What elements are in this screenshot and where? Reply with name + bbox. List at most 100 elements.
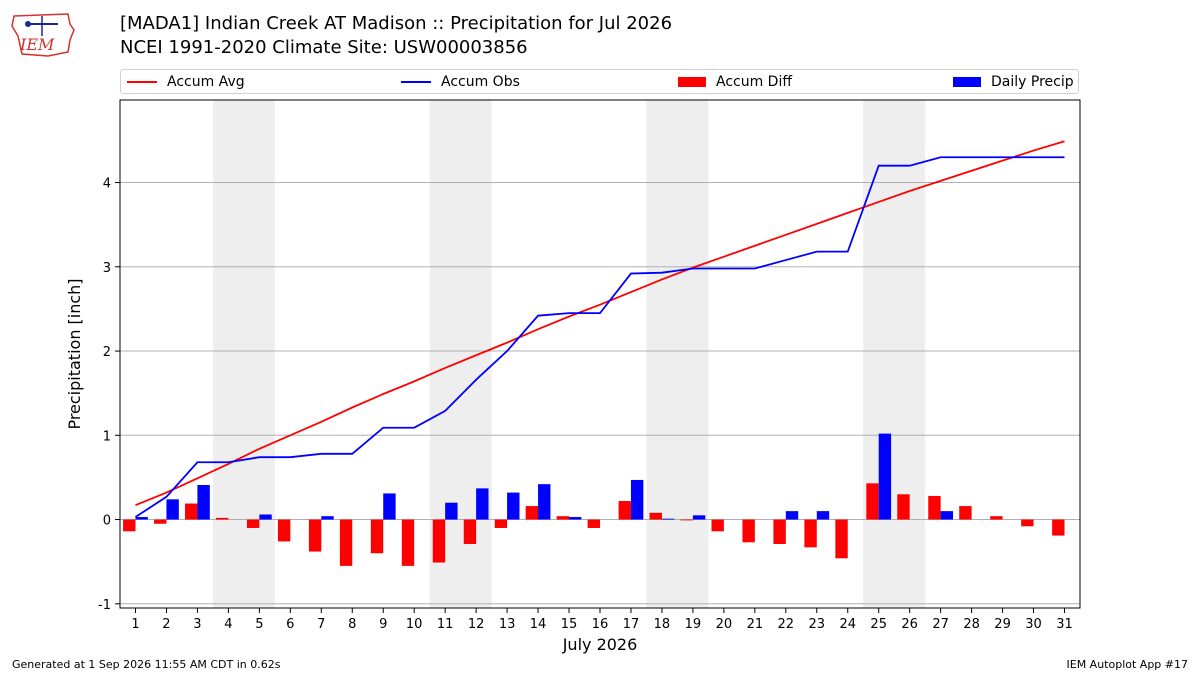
accum-avg-line — [135, 140, 1065, 507]
accum-diff-bar — [804, 519, 817, 548]
legend-swatch-daily-precip — [953, 77, 981, 87]
accum-obs-line — [134, 156, 1065, 518]
weekend-band — [212, 100, 275, 608]
accum-diff-bar — [216, 517, 229, 520]
accum-diff-bar — [897, 494, 910, 520]
weekend-band — [646, 100, 709, 608]
daily-precip-bar — [259, 514, 272, 520]
x-tick-label: 31 — [1056, 617, 1073, 632]
accum-diff-bar — [185, 503, 198, 520]
x-tick-label: 19 — [685, 617, 702, 632]
y-tick-label: 4 — [103, 177, 111, 192]
accum-diff-bar — [370, 519, 384, 554]
x-tick-label: 23 — [809, 617, 826, 632]
daily-precip-bar — [816, 511, 830, 520]
app-credit: IEM Autoplot App #17 — [1066, 658, 1189, 671]
weekend-band — [863, 100, 926, 608]
legend-item-accum-avg: Accum Avg — [127, 73, 245, 91]
legend-swatch-accum-avg — [127, 81, 157, 83]
accum-diff-bar — [742, 519, 755, 543]
y-tick-label: 3 — [103, 261, 111, 276]
x-tick-label: 14 — [530, 617, 547, 632]
accum-diff-bar — [928, 495, 941, 520]
legend-label: Accum Diff — [716, 74, 793, 90]
x-tick-label: 5 — [255, 617, 263, 632]
accum-diff-bar — [123, 519, 136, 532]
iem-logo: IEM — [11, 13, 75, 57]
x-tick-label: 9 — [379, 617, 387, 632]
accum-diff-bar — [835, 519, 848, 559]
x-tick-label: 27 — [932, 617, 949, 632]
accum-diff-bar — [463, 519, 477, 544]
legend-label: Accum Obs — [441, 74, 520, 90]
accum-diff-bar — [680, 519, 693, 521]
daily-precip-bar — [383, 493, 396, 520]
daily-precip-bar — [785, 511, 799, 520]
x-tick-label: 25 — [870, 617, 887, 632]
daily-precip-bar — [569, 517, 582, 520]
accum-diff-bar — [773, 519, 786, 544]
legend-label: Daily Precip — [991, 74, 1074, 90]
daily-precip-bar — [878, 433, 892, 520]
x-tick-label: 29 — [994, 617, 1011, 632]
x-tick-label: 21 — [747, 617, 764, 632]
x-tick-label: 6 — [286, 617, 294, 632]
daily-precip-bar — [476, 488, 489, 520]
chart-subtitle: NCEI 1991-2020 Climate Site: USW00003856 — [120, 37, 528, 58]
accum-diff-bar — [587, 519, 600, 528]
x-tick-label: 10 — [406, 617, 423, 632]
chart-title: [MADA1] Indian Creek AT Madison :: Preci… — [120, 13, 673, 34]
legend-item-accum-diff: Accum Diff — [678, 73, 792, 91]
daily-precip-bar — [630, 479, 644, 520]
legend-label: Accum Avg — [167, 74, 245, 90]
x-tick-label: 15 — [561, 617, 578, 632]
accum-diff-bar — [432, 519, 446, 563]
legend-item-daily-precip: Daily Precip — [953, 73, 1074, 91]
y-axis-label: Precipitation [inch] — [65, 278, 84, 429]
daily-precip-bar — [507, 492, 520, 520]
daily-precip-bar — [661, 518, 675, 520]
daily-precip-bar — [166, 499, 179, 520]
accum-diff-bar — [1021, 519, 1034, 527]
accum-diff-bar — [277, 519, 291, 542]
x-tick-label: 2 — [162, 617, 170, 632]
accum-diff-bar — [339, 519, 353, 566]
daily-precip-bar — [538, 484, 551, 520]
daily-precip-bar — [135, 517, 148, 520]
daily-precip-bar — [692, 515, 706, 520]
accum-diff-bar — [154, 519, 167, 524]
x-tick-label: 13 — [499, 617, 516, 632]
daily-precip-bar — [445, 502, 458, 520]
legend: Accum Avg Accum Obs Accum Diff Daily Pre… — [120, 69, 1079, 94]
accum-diff-bar — [959, 506, 972, 520]
x-tick-label: 4 — [224, 617, 232, 632]
x-tick-label: 28 — [963, 617, 980, 632]
x-tick-label: 11 — [437, 617, 454, 632]
x-tick-label: 17 — [623, 617, 640, 632]
accum-diff-bar — [525, 506, 539, 520]
y-tick-label: -1 — [98, 598, 111, 613]
x-tick-label: 3 — [193, 617, 201, 632]
y-tick-label: 1 — [103, 429, 111, 444]
accum-diff-bar — [990, 516, 1003, 520]
x-tick-label: 8 — [348, 617, 356, 632]
x-tick-label: 30 — [1025, 617, 1042, 632]
legend-swatch-accum-diff — [678, 77, 706, 87]
accum-diff-bar — [246, 519, 260, 528]
generated-timestamp: Generated at 1 Sep 2026 11:55 AM CDT in … — [12, 658, 281, 671]
x-tick-label: 1 — [131, 617, 139, 632]
x-tick-label: 18 — [654, 617, 671, 632]
x-tick-label: 16 — [592, 617, 609, 632]
legend-swatch-accum-obs — [401, 81, 431, 83]
x-tick-label: 24 — [839, 617, 856, 632]
accum-diff-bar — [401, 519, 415, 566]
x-tick-label: 20 — [716, 617, 733, 632]
daily-precip-bar — [940, 511, 954, 520]
x-tick-label: 12 — [468, 617, 485, 632]
accum-diff-bar — [711, 519, 724, 532]
accum-diff-bar — [1052, 519, 1065, 536]
accum-diff-bar — [556, 516, 570, 520]
daily-precip-bar — [197, 485, 210, 520]
accum-diff-bar — [649, 512, 662, 520]
